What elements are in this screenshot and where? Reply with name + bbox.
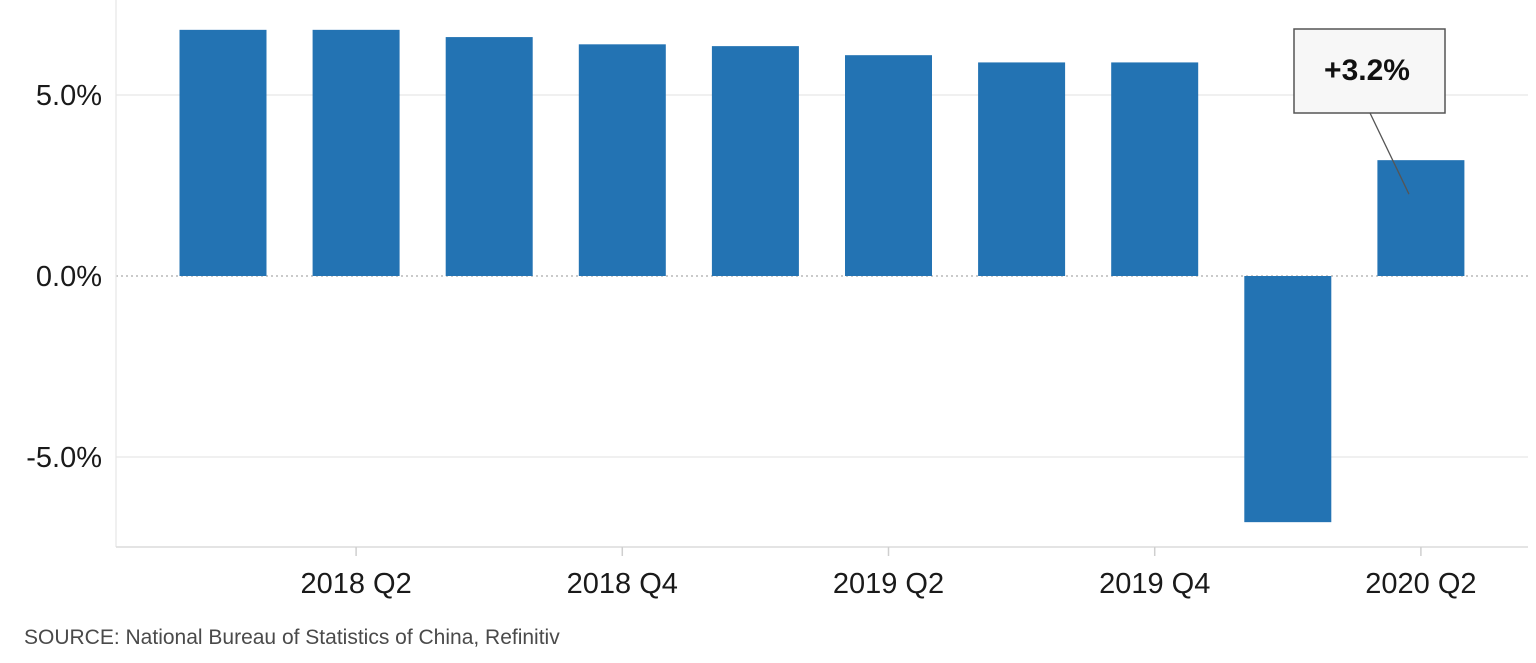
- x-tick-label: 2019 Q2: [833, 568, 944, 600]
- x-tick-label: 2020 Q2: [1365, 568, 1476, 600]
- bar: [179, 29, 267, 277]
- axes: 5.0% 0.0% -5.0% 2018 Q2 2018 Q4 2019 Q2 2019 Q…: [26, 0, 1528, 600]
- x-tick-label: 2018 Q4: [567, 568, 678, 600]
- bar: [1111, 62, 1199, 276]
- source-note: SOURCE: National Bureau of Statistics of…: [24, 626, 560, 649]
- annotation-leader-line: [1369, 112, 1410, 195]
- annotation-box: [1293, 28, 1446, 114]
- x-tick-label: 2018 Q2: [300, 568, 411, 600]
- bar: [578, 44, 666, 276]
- bar: [1244, 276, 1332, 523]
- annotation: +3.2%: [1293, 28, 1446, 195]
- bar: [1377, 160, 1465, 276]
- x-tick-label: 2019 Q4: [1099, 568, 1210, 600]
- y-tick-label: -5.0%: [26, 442, 102, 474]
- bar: [445, 37, 533, 276]
- annotation-label: +3.2%: [1324, 54, 1410, 87]
- y-tick-label: 5.0%: [36, 80, 102, 112]
- bars: [179, 29, 1465, 523]
- y-tick-label: 0.0%: [36, 261, 102, 293]
- bar: [845, 55, 932, 277]
- bar: [312, 29, 400, 277]
- bar: [711, 46, 799, 276]
- bar: [978, 62, 1066, 276]
